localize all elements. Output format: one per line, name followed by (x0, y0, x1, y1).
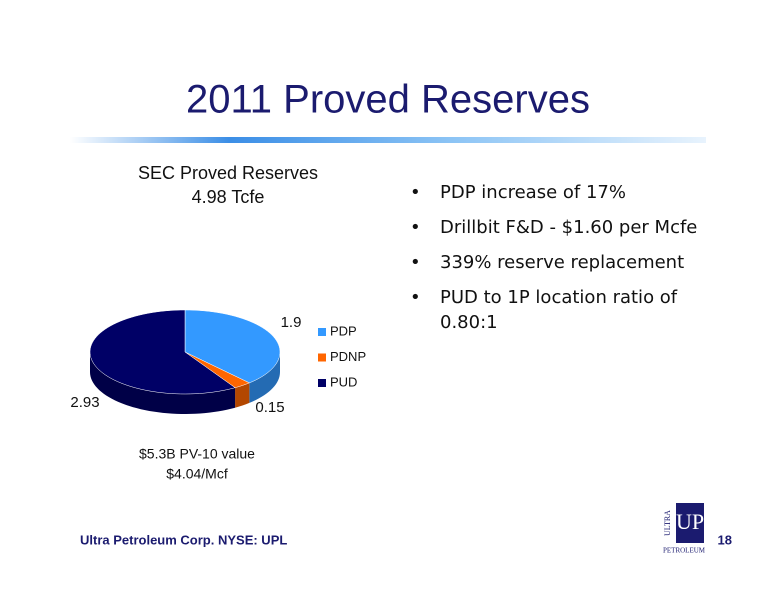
legend-label: PDNP (330, 349, 366, 364)
pie-slice (184, 309, 281, 384)
logo-main: UP (676, 509, 704, 534)
legend-swatch (318, 328, 326, 336)
pie-slice-side (249, 352, 280, 403)
pie-slice (89, 309, 236, 395)
pie-slice-side (235, 382, 250, 408)
slide-title: 2011 Proved Reserves (186, 78, 590, 122)
bullet: Drillbit F&D - $1.60 per Mcfe (410, 215, 710, 240)
chart-subtitle: 4.98 Tcfe (192, 187, 265, 207)
logo-box (676, 503, 704, 543)
bullet: 339% reserve replacement (410, 250, 710, 275)
legend-label: PUD (330, 374, 357, 389)
logo-bottom: PETROLEUM (663, 547, 706, 555)
data-label: 1.9 (281, 314, 302, 331)
bullet: PUD to 1P location ratio of 0.80:1 (410, 285, 710, 335)
footer: Ultra Petroleum Corp. NYSE: UPL (80, 532, 287, 547)
bullet: PDP increase of 17% (410, 180, 710, 205)
chart-title: SEC Proved Reserves (138, 163, 318, 183)
logo: UP ULTRA PETROLEUM (663, 503, 706, 555)
legend-swatch (318, 353, 326, 362)
legend-label: PDP (330, 323, 357, 338)
bullet-list: PDP increase of 17% Drillbit F&D - $1.60 … (410, 180, 710, 345)
annotation: $5.3B PV-10 value (139, 446, 255, 462)
title-rule (70, 137, 706, 143)
annotation: $4.04/Mcf (166, 466, 228, 482)
logo-top: ULTRA (663, 510, 672, 536)
pie-slice-side (90, 352, 236, 414)
data-label: 2.93 (70, 394, 99, 411)
data-label: 0.15 (255, 399, 284, 416)
legend-swatch (318, 379, 326, 387)
page-number: 18 (718, 532, 732, 547)
